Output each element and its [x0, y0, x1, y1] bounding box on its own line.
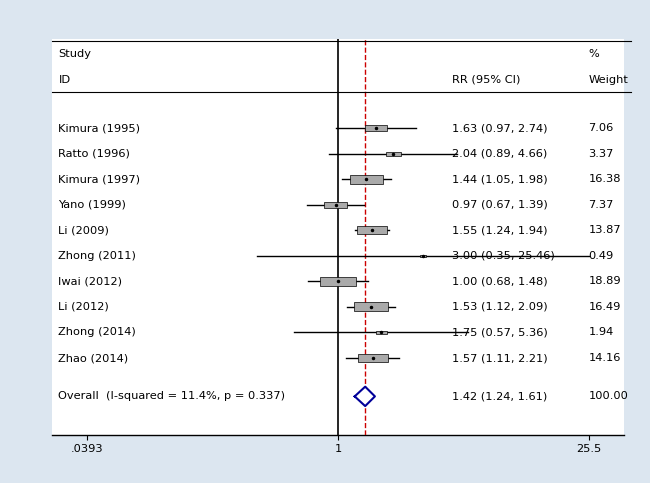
- Text: 0.97 (0.67, 1.39): 0.97 (0.67, 1.39): [452, 200, 547, 210]
- Text: 3.37: 3.37: [588, 149, 614, 158]
- Text: 1.94: 1.94: [588, 327, 614, 338]
- Text: 13.87: 13.87: [588, 225, 621, 235]
- Text: 3.00 (0.35, 25.46): 3.00 (0.35, 25.46): [452, 251, 554, 261]
- Bar: [350, 175, 383, 184]
- Text: 1.55 (1.24, 1.94): 1.55 (1.24, 1.94): [452, 225, 547, 235]
- Text: Yano (1999): Yano (1999): [58, 200, 126, 210]
- Bar: [357, 226, 387, 234]
- Text: 1.00 (0.68, 1.48): 1.00 (0.68, 1.48): [452, 276, 547, 286]
- Text: ID: ID: [58, 74, 71, 85]
- Text: Zhao (2014): Zhao (2014): [58, 353, 129, 363]
- Text: 100.00: 100.00: [588, 391, 628, 401]
- Text: Kimura (1995): Kimura (1995): [58, 123, 140, 133]
- Text: Weight: Weight: [588, 74, 628, 85]
- Text: 18.89: 18.89: [588, 276, 621, 286]
- Text: Li (2012): Li (2012): [58, 302, 109, 312]
- Text: Ratto (1996): Ratto (1996): [58, 149, 131, 158]
- Text: 16.38: 16.38: [588, 174, 621, 184]
- Text: 7.37: 7.37: [588, 200, 614, 210]
- Bar: [376, 331, 387, 334]
- Text: Li (2009): Li (2009): [58, 225, 109, 235]
- Text: 1.53 (1.12, 2.09): 1.53 (1.12, 2.09): [452, 302, 547, 312]
- Text: %: %: [588, 49, 599, 59]
- Bar: [324, 202, 347, 208]
- Text: Iwai (2012): Iwai (2012): [58, 276, 122, 286]
- Text: 1.44 (1.05, 1.98): 1.44 (1.05, 1.98): [452, 174, 547, 184]
- Text: Overall  (I-squared = 11.4%, p = 0.337): Overall (I-squared = 11.4%, p = 0.337): [58, 391, 285, 401]
- Text: 1.57 (1.11, 2.21): 1.57 (1.11, 2.21): [452, 353, 547, 363]
- Text: Zhong (2011): Zhong (2011): [58, 251, 136, 261]
- Bar: [421, 255, 426, 256]
- Text: 1.63 (0.97, 2.74): 1.63 (0.97, 2.74): [452, 123, 547, 133]
- Text: 1.75 (0.57, 5.36): 1.75 (0.57, 5.36): [452, 327, 547, 338]
- Text: 2.04 (0.89, 4.66): 2.04 (0.89, 4.66): [452, 149, 547, 158]
- Bar: [354, 302, 387, 312]
- Text: 14.16: 14.16: [588, 353, 621, 363]
- Text: 0.49: 0.49: [588, 251, 614, 261]
- Polygon shape: [355, 387, 375, 406]
- Text: Study: Study: [58, 49, 92, 59]
- Text: 1.42 (1.24, 1.61): 1.42 (1.24, 1.61): [452, 391, 547, 401]
- Text: Kimura (1997): Kimura (1997): [58, 174, 140, 184]
- Text: Zhong (2014): Zhong (2014): [58, 327, 136, 338]
- Bar: [320, 277, 356, 286]
- Bar: [358, 354, 389, 362]
- Bar: [365, 125, 387, 131]
- Text: RR (95% CI): RR (95% CI): [452, 74, 520, 85]
- Bar: [385, 152, 401, 156]
- Text: 7.06: 7.06: [588, 123, 614, 133]
- Text: 16.49: 16.49: [588, 302, 621, 312]
